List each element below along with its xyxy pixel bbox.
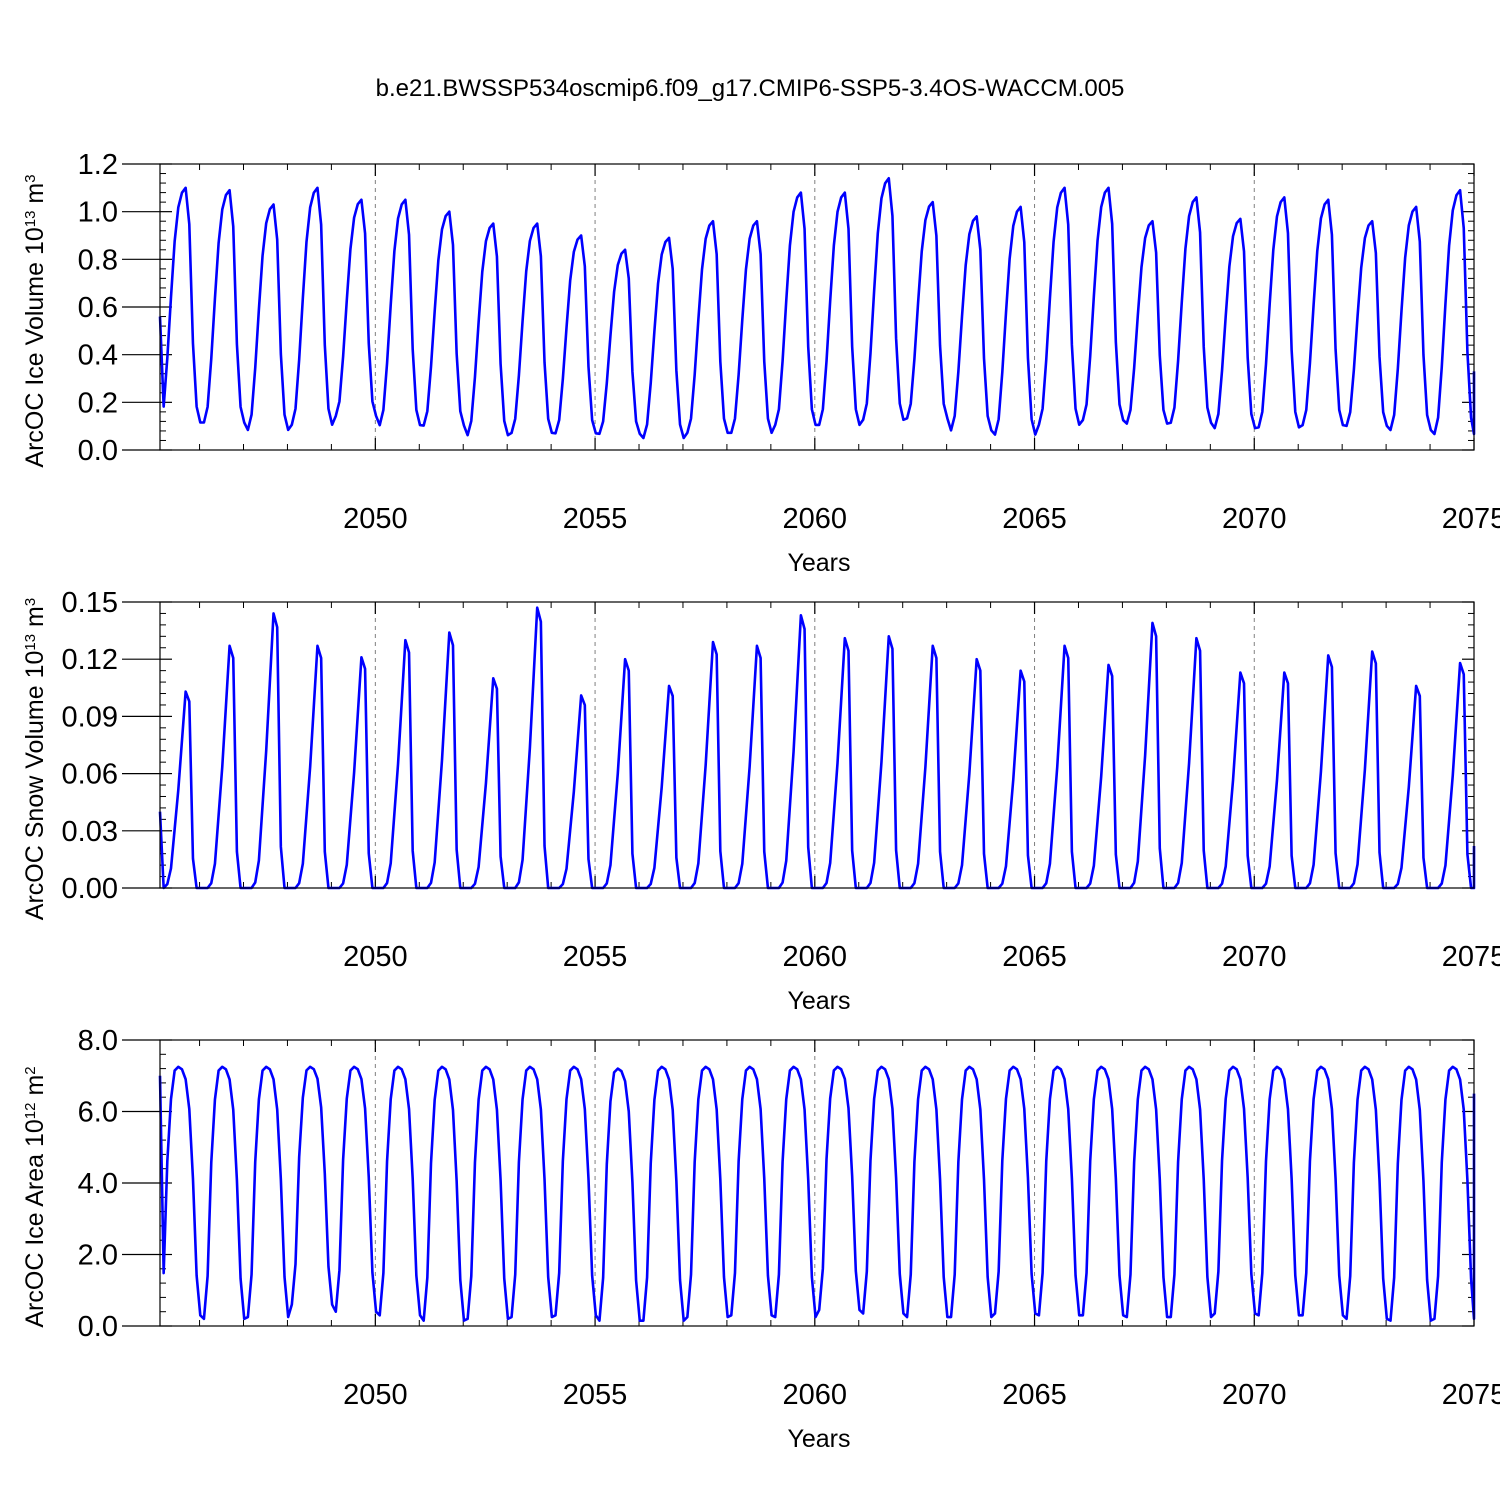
x-axis-label: Years	[787, 549, 850, 577]
y-tick-label: 0.03	[62, 816, 118, 848]
y-tick-label: 4.0	[78, 1168, 118, 1200]
x-tick-label: 2065	[1002, 1379, 1067, 1411]
series-line-ice-area	[158, 1065, 1476, 1322]
y-axis-label-text: m	[21, 1075, 49, 1103]
x-tick-label: 2055	[563, 941, 628, 973]
x-tick-label: 2065	[1002, 941, 1067, 973]
y-tick-label: 0.00	[62, 873, 118, 905]
y-tick-label: 1.0	[78, 197, 118, 229]
y-tick-label: 0.4	[78, 340, 118, 372]
x-axis-label: Years	[787, 1425, 850, 1453]
x-tick-label: 2075	[1442, 1379, 1500, 1411]
y-axis-label: ArcOC Ice Area 1012 m2	[21, 1066, 49, 1327]
x-tick-label: 2075	[1442, 941, 1500, 973]
plot-frame	[159, 163, 1475, 451]
x-tick-label: 2055	[563, 1379, 628, 1411]
y-axis-label-superscript: 3	[22, 598, 39, 606]
x-tick-label: 2065	[1002, 503, 1067, 535]
figure-title: b.e21.BWSSP534oscmip6.f09_g17.CMIP6-SSP5…	[376, 75, 1125, 102]
y-tick-label: 1.2	[78, 149, 118, 181]
x-tick-label: 2055	[563, 503, 628, 535]
y-axis-label-superscript: 2	[22, 1066, 39, 1074]
y-axis-label-superscript: 13	[22, 211, 39, 228]
y-tick-label: 2.0	[78, 1240, 118, 1272]
y-axis-label-text: m	[21, 606, 49, 634]
x-tick-label: 2050	[343, 941, 408, 973]
y-tick-label: 8.0	[78, 1025, 118, 1057]
x-tick-label: 2075	[1442, 503, 1500, 535]
y-axis-label-superscript: 3	[22, 174, 39, 182]
y-tick-label: 0.0	[78, 1311, 118, 1343]
x-tick-label: 2050	[343, 1379, 408, 1411]
x-tick-label: 2060	[783, 941, 848, 973]
y-tick-label: 0.06	[62, 759, 118, 791]
x-tick-label: 2070	[1222, 1379, 1287, 1411]
x-tick-label: 2070	[1222, 503, 1287, 535]
panels: 2050 2055 2060 2065 2070 2075 0.0 0.2 0.4 0.6 0.8 1…	[21, 149, 1500, 1453]
panel-ice-volume: 2050 2055 2060 2065 2070 2075 0.0 0.2 0.4 0.6 0.8 1…	[21, 149, 1500, 577]
y-tick-label: 0.6	[78, 292, 118, 324]
x-minor-ticks	[199, 164, 1431, 450]
y-tick-label: 0.15	[62, 587, 118, 619]
x-tick-label: 2050	[343, 503, 408, 535]
y-axis-label-text: m	[21, 183, 49, 211]
y-axis-label: ArcOC Snow Volume 1013 m3	[21, 598, 49, 920]
y-axis-label-text: ArcOC Snow Volume 10	[21, 651, 49, 921]
plot-frame	[159, 1039, 1475, 1327]
y-axis-label-text: ArcOC Ice Area 10	[21, 1119, 49, 1327]
panel-ice-area: 2050 2055 2060 2065 2070 2075 0.0 2.0 4.0 6.0 8.0 Y…	[21, 1025, 1500, 1453]
x-axis-label: Years	[787, 987, 850, 1015]
y-tick-label: 0.09	[62, 701, 118, 733]
series-line-ice-volume	[158, 177, 1476, 440]
y-tick-label: 0.12	[62, 644, 118, 676]
x-tick-label: 2060	[783, 1379, 848, 1411]
y-axis-label: ArcOC Ice Volume 1013 m3	[21, 174, 49, 467]
panel-snow-volume: 2050 2055 2060 2065 2070 2075 0.00 0.03 0.06 0.09…	[21, 587, 1500, 1015]
y-tick-label: 6.0	[78, 1097, 118, 1129]
y-axis-label-text: ArcOC Ice Volume 10	[21, 227, 49, 467]
y-tick-label: 0.0	[78, 435, 118, 467]
x-tick-label: 2060	[783, 503, 848, 535]
y-tick-label: 0.2	[78, 387, 118, 419]
y-tick-label: 0.8	[78, 244, 118, 276]
x-tick-label: 2070	[1222, 941, 1287, 973]
y-axis-label-superscript: 13	[22, 634, 39, 651]
y-axis-label-superscript: 12	[22, 1103, 39, 1120]
plot-frame	[159, 601, 1475, 889]
